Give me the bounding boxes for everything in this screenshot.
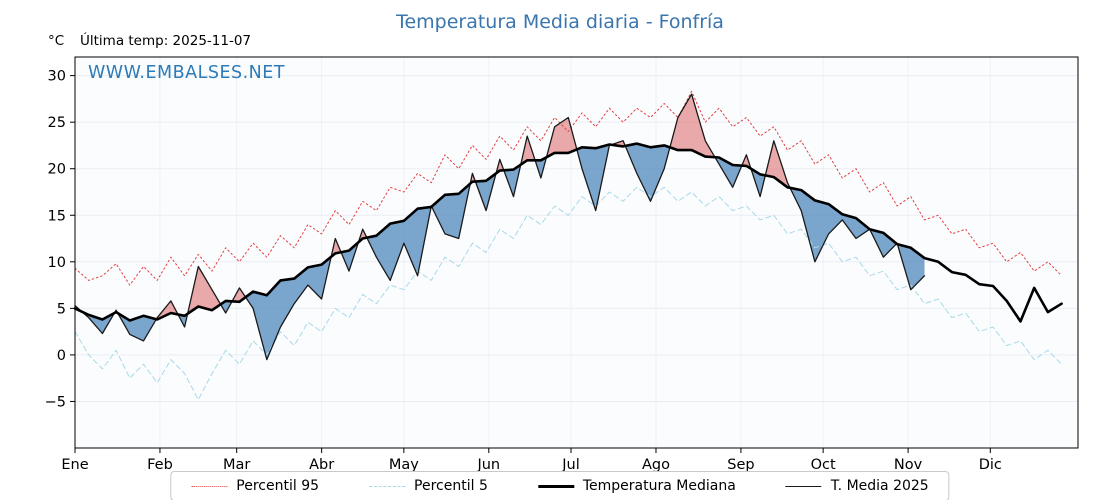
svg-text:5: 5	[57, 301, 66, 317]
media-2025-line-icon	[785, 485, 822, 487]
legend-label-percentil-95: Percentil 95	[236, 478, 320, 494]
svg-text:Oct: Oct	[811, 457, 836, 473]
percentil-95-line-icon	[191, 485, 228, 487]
legend-label-media-2025: T. Media 2025	[830, 478, 929, 494]
svg-text:20: 20	[48, 162, 66, 178]
legend: Percentil 95 Percentil 5 Temperatura Med…	[170, 471, 950, 500]
svg-text:10: 10	[48, 255, 66, 271]
chart-title: Temperatura Media diaria - Fonfría	[396, 11, 724, 33]
legend-item-percentil-5: Percentil 5	[369, 478, 488, 494]
legend-item-mediana: Temperatura Mediana	[537, 478, 736, 494]
mediana-line-icon	[537, 484, 574, 488]
legend-label-percentil-5: Percentil 5	[414, 478, 488, 494]
legend-item-percentil-95: Percentil 95	[191, 478, 319, 494]
svg-text:Ene: Ene	[61, 457, 88, 473]
svg-text:15: 15	[48, 208, 66, 224]
percentil-5-line-icon	[369, 485, 406, 487]
svg-text:Jul: Jul	[561, 457, 580, 473]
legend-item-media-2025: T. Media 2025	[785, 478, 929, 494]
last-temp-label: Última temp: 2025-11-07	[80, 33, 252, 49]
svg-text:Ago: Ago	[642, 457, 670, 473]
svg-text:0: 0	[57, 348, 66, 364]
watermark: WWW.EMBALSES.NET	[88, 63, 286, 83]
svg-text:Feb: Feb	[147, 457, 173, 473]
svg-text:25: 25	[48, 115, 66, 131]
svg-text:Jun: Jun	[476, 457, 500, 473]
svg-text:30: 30	[48, 69, 66, 85]
y-axis-unit-label: °C	[48, 33, 65, 49]
svg-text:Mar: Mar	[223, 457, 250, 473]
legend-label-mediana: Temperatura Mediana	[582, 478, 736, 494]
svg-text:Sep: Sep	[727, 457, 754, 473]
svg-text:Dic: Dic	[979, 457, 1002, 473]
svg-text:Nov: Nov	[894, 457, 923, 473]
svg-text:May: May	[389, 457, 419, 473]
svg-text:Abr: Abr	[309, 457, 334, 473]
svg-text:−5: −5	[45, 394, 66, 410]
